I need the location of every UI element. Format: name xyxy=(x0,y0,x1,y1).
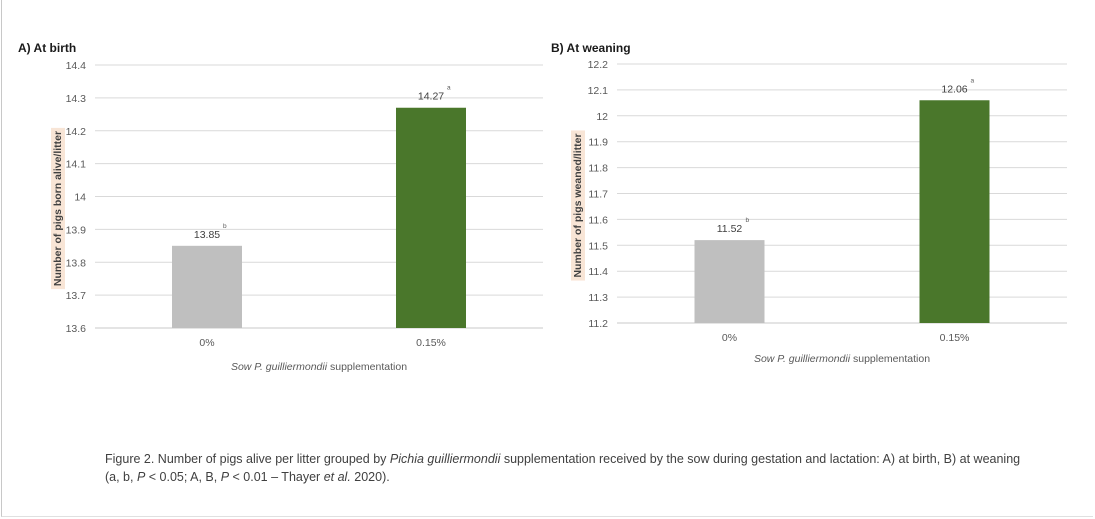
significance-letter: b xyxy=(746,217,750,224)
significance-letter: a xyxy=(971,77,975,84)
y-tick-label: 14.3 xyxy=(66,93,87,105)
x-axis-title-rest: supplementation xyxy=(327,361,407,373)
caption-p: P xyxy=(220,470,230,484)
y-tick-label: 11.7 xyxy=(588,189,608,201)
x-tick-label: 0.15% xyxy=(416,337,446,349)
significance-letter: b xyxy=(223,223,227,230)
y-tick-label: 14.2 xyxy=(66,126,87,138)
caption-text: Figure 2. Number of pigs alive per litte… xyxy=(105,452,390,466)
y-tick-label: 13.7 xyxy=(66,290,87,302)
bar-0.15% xyxy=(919,100,990,323)
y-tick-label: 12.1 xyxy=(588,85,609,97)
caption-text: 2020). xyxy=(350,470,390,484)
y-tick-label: 14.4 xyxy=(66,60,87,72)
data-label: 13.85 xyxy=(194,229,220,241)
y-axis-title-background xyxy=(571,130,585,281)
caption-text: < 0.05; A, B, xyxy=(145,470,221,484)
x-axis-title: Sow P. guilliermondii supplementation xyxy=(231,361,407,373)
y-tick-label: 11.9 xyxy=(588,137,608,149)
caption-p: P xyxy=(136,470,146,484)
y-tick-label: 11.2 xyxy=(588,318,608,330)
data-label: 14.27 xyxy=(418,91,444,103)
x-tick-label: 0% xyxy=(199,337,214,349)
y-tick-label: 12 xyxy=(596,111,608,123)
bar-0.15% xyxy=(396,107,466,328)
y-tick-label: 13.9 xyxy=(66,224,87,236)
chart-title: A) At birth xyxy=(18,41,76,55)
caption-species: Pichia guilliermondii xyxy=(389,452,501,466)
chart-at-birth: A) At birth 13.6 13.7 13.8 13.9 14 14.1 14.2 14.… xyxy=(18,41,543,373)
data-label: 12.06 xyxy=(941,83,967,95)
significance-letter: a xyxy=(447,85,451,92)
y-tick-label: 13.8 xyxy=(66,257,87,269)
bar-0% xyxy=(694,240,765,323)
data-label: 11.52 xyxy=(717,223,743,235)
y-tick-label: 11.8 xyxy=(588,163,608,175)
bar-0% xyxy=(172,245,242,328)
caption-text: < 0.01 – Thayer xyxy=(229,470,324,484)
chart-title: B) At weaning xyxy=(551,41,631,55)
y-tick-label: 11.4 xyxy=(588,266,608,278)
y-tick-label: 14 xyxy=(74,192,86,204)
y-tick-label: 13.6 xyxy=(66,323,87,335)
x-tick-label: 0% xyxy=(722,332,737,344)
caption-etal: et al. xyxy=(323,470,351,484)
y-tick-label: 11.3 xyxy=(588,292,608,304)
x-axis-title-italic: Sow P. guilliermondii xyxy=(754,353,851,365)
y-tick-label: 11.5 xyxy=(588,240,608,252)
y-axis-title-background xyxy=(51,127,65,290)
y-tick-label: 12.2 xyxy=(588,59,609,71)
figure-caption: Figure 2. Number of pigs alive per litte… xyxy=(105,450,1025,486)
x-axis-title-italic: Sow P. guilliermondii xyxy=(231,361,328,373)
caption-text: supplementation received by the sow duri… xyxy=(105,452,1021,484)
y-axis-title: Number of pigs born alive/litter xyxy=(52,131,64,286)
x-tick-label: 0.15% xyxy=(940,332,970,344)
y-tick-label: 14.1 xyxy=(66,159,87,171)
y-axis-title: Number of pigs weaned/litter xyxy=(572,133,584,277)
x-axis-title-rest: supplementation xyxy=(850,353,930,365)
x-axis-title: Sow P. guilliermondii supplementation xyxy=(754,353,930,365)
chart-at-weaning: B) At weaning 11.2 11.3 11.4 11.5 11.6 11.7 11.… xyxy=(551,41,1067,365)
y-tick-label: 11.6 xyxy=(588,214,608,226)
